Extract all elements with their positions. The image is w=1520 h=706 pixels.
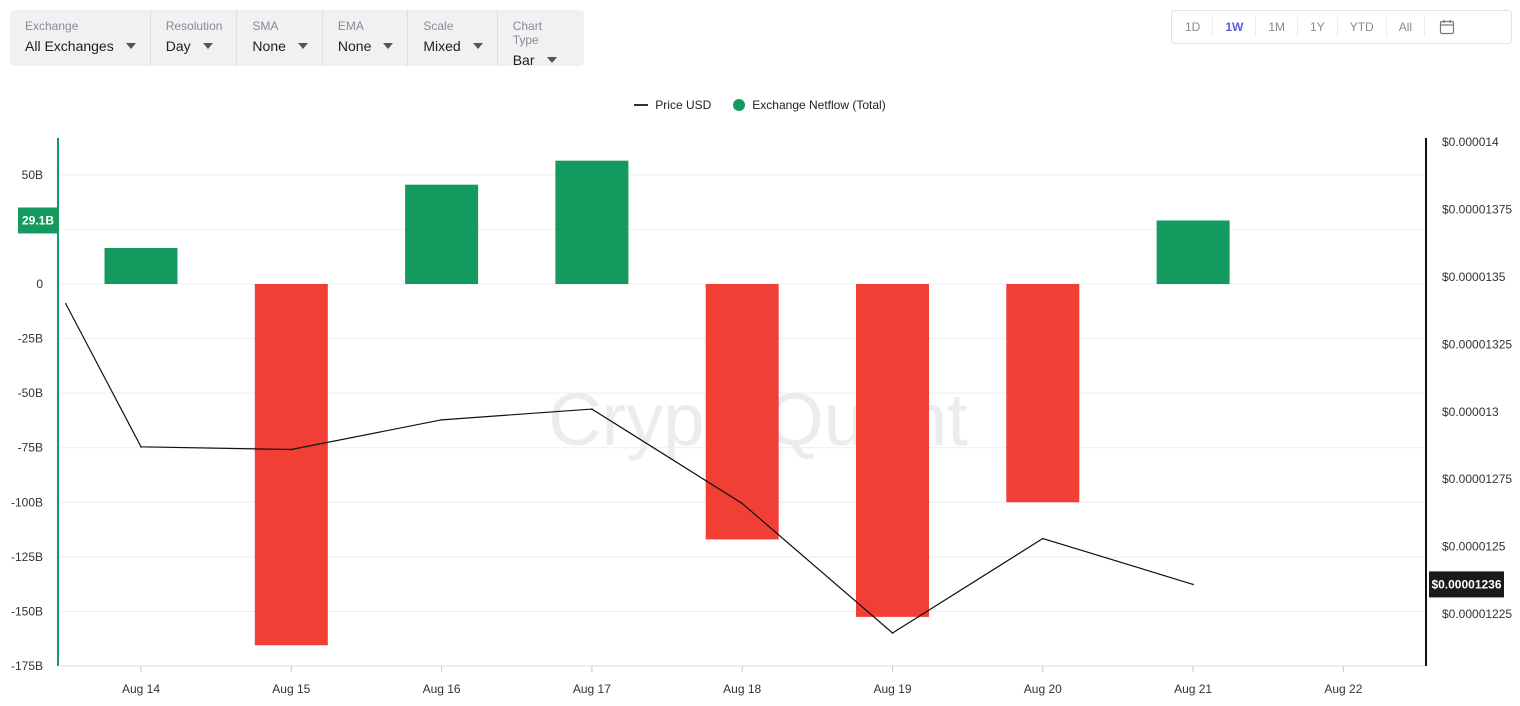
left-axis-tick-label: -100B <box>11 495 43 509</box>
dropdown-resolution[interactable]: Resolution Day <box>151 10 238 66</box>
caret-down-icon <box>297 43 308 49</box>
left-axis-tick-label: 0 <box>36 277 43 291</box>
calendar-icon <box>1439 20 1455 35</box>
dropdown-label: SMA <box>252 19 279 33</box>
left-axis-tick-label: -25B <box>18 332 43 346</box>
price-point <box>1042 537 1044 540</box>
range-button-1y[interactable]: 1Y <box>1298 17 1338 37</box>
range-button-1m[interactable]: 1M <box>1256 17 1299 37</box>
price-point <box>290 448 293 451</box>
left-axis-tick-label: -75B <box>18 441 43 455</box>
dropdown-label: Chart Type <box>512 19 543 47</box>
x-axis-tick-label: Aug 18 <box>723 682 761 696</box>
legend-item-price[interactable]: Price USD <box>634 98 711 112</box>
legend-label-netflow: Exchange Netflow (Total) <box>752 98 886 112</box>
dropdown-label: EMA <box>337 19 364 33</box>
chart-legend: Price USD Exchange Netflow (Total) <box>0 98 1520 112</box>
legend-label-price: Price USD <box>655 98 712 112</box>
right-axis-tick-label: $0.000013 <box>1442 405 1499 419</box>
price-point <box>1192 583 1194 586</box>
netflow-bar[interactable] <box>254 284 328 646</box>
left-axis-tick-label: -175B <box>11 659 43 673</box>
left-axis-tick-label: -125B <box>11 550 43 564</box>
legend-item-netflow[interactable]: Exchange Netflow (Total) <box>733 98 886 112</box>
netflow-bar[interactable] <box>1006 284 1080 503</box>
x-axis-tick-label: Aug 21 <box>1174 682 1212 696</box>
dropdown-chart-type[interactable]: Chart Type Bar <box>498 10 584 68</box>
caret-down-icon <box>125 43 136 49</box>
dropdown-value: None <box>337 38 372 54</box>
netflow-bar[interactable] <box>405 184 479 284</box>
dropdown-value: Bar <box>512 52 535 68</box>
range-button-1w[interactable]: 1W <box>1213 17 1257 37</box>
x-axis-tick-label: Aug 22 <box>1324 682 1362 696</box>
right-axis-tick-label: $0.0000135 <box>1442 270 1506 284</box>
caret-down-icon <box>472 43 483 49</box>
range-button-ytd[interactable]: YTD <box>1338 17 1387 37</box>
x-axis-tick-label: Aug 20 <box>1024 682 1062 696</box>
netflow-bar[interactable] <box>104 247 178 284</box>
price-point <box>591 408 593 410</box>
current-netflow-label: 29.1B <box>22 213 54 227</box>
line-swatch-icon <box>634 104 649 106</box>
x-axis-tick-label: Aug 19 <box>873 682 911 696</box>
current-price-label: $0.00001236 <box>1431 577 1501 591</box>
price-point <box>891 632 894 634</box>
left-axis-tick-label: 50B <box>22 168 43 182</box>
dropdown-value: Mixed <box>423 38 461 54</box>
right-axis-tick-label: $0.00001325 <box>1442 337 1512 351</box>
right-axis-tick-label: $0.0000125 <box>1442 540 1506 554</box>
chart-settings-toolbar: Exchange All Exchanges Resolution Day SMA Non… <box>10 10 584 68</box>
dropdown-label: Exchange <box>25 19 79 33</box>
current-price-badge <box>1429 571 1504 598</box>
price-point <box>741 502 743 505</box>
dot-swatch-icon <box>733 99 746 111</box>
dropdown-sma[interactable]: SMA None <box>237 10 323 66</box>
dropdown-scale[interactable]: Scale Mixed <box>408 10 498 66</box>
dropdown-ema[interactable]: EMA None <box>323 10 409 66</box>
dropdown-value: All Exchanges <box>25 38 114 54</box>
dropdown-exchange[interactable]: Exchange All Exchanges <box>10 10 151 66</box>
price-point <box>65 303 67 305</box>
dropdown-label: Resolution <box>165 19 223 33</box>
x-axis-tick-label: Aug 17 <box>573 682 611 696</box>
caret-down-icon <box>546 57 557 63</box>
netflow-bar[interactable] <box>705 284 779 540</box>
left-axis-tick-label: -50B <box>18 386 43 400</box>
current-netflow-badge <box>18 207 58 234</box>
range-button-1d[interactable]: 1D <box>1172 17 1214 37</box>
time-range-selector: 1D 1W 1M 1Y YTD All <box>1171 10 1512 44</box>
caret-down-icon <box>383 43 394 49</box>
netflow-bar[interactable] <box>856 284 929 617</box>
caret-down-icon <box>202 43 213 49</box>
right-axis-tick-label: $0.00001375 <box>1442 202 1512 216</box>
netflow-bar[interactable] <box>555 160 629 284</box>
right-axis-tick-label: $0.00001275 <box>1442 472 1512 486</box>
range-button-all[interactable]: All <box>1387 17 1426 37</box>
calendar-button[interactable] <box>1425 17 1469 37</box>
left-axis-tick-label: -150B <box>11 604 43 618</box>
x-axis-tick-label: Aug 14 <box>122 682 160 696</box>
dropdown-value: Day <box>165 38 191 54</box>
dropdown-value: None <box>252 38 286 54</box>
price-point <box>140 446 142 448</box>
x-axis-tick-label: Aug 16 <box>423 682 461 696</box>
netflow-bar[interactable] <box>1156 220 1230 284</box>
dropdown-label: Scale <box>423 19 454 33</box>
price-point <box>440 419 443 421</box>
right-axis-tick-label: $0.00001225 <box>1442 607 1512 621</box>
x-axis-tick-label: Aug 15 <box>272 682 310 696</box>
right-axis-tick-label: $0.000014 <box>1442 135 1499 149</box>
